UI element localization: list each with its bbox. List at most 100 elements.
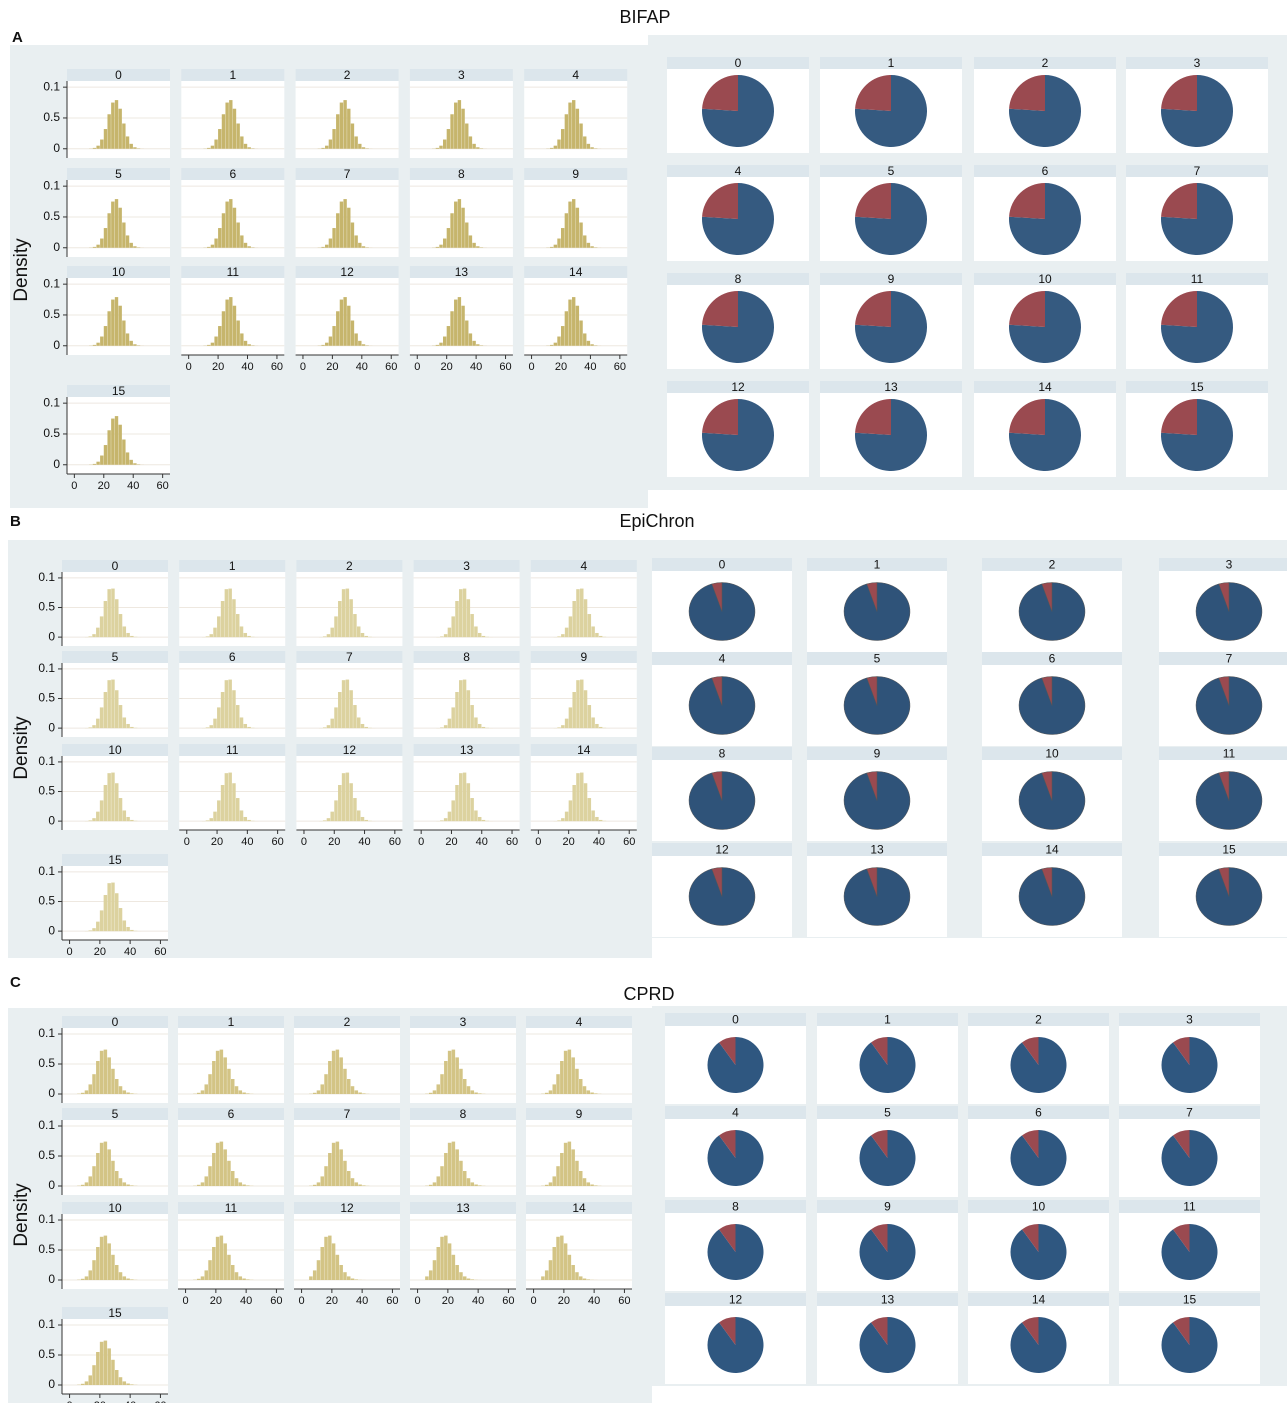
y-tick-label: 0 (53, 338, 60, 352)
histogram-bar (553, 1176, 556, 1186)
histogram-bar (590, 147, 593, 148)
histogram-bar (458, 199, 461, 248)
histogram-bar (458, 297, 461, 346)
histogram-bar (207, 148, 210, 149)
facet-label: 5 (112, 650, 119, 664)
histogram-bar (206, 636, 209, 637)
histogram-bar (463, 773, 466, 822)
histogram-bar (211, 343, 214, 346)
histogram-bar (212, 1061, 215, 1094)
x-tick-label: 0 (415, 1295, 421, 1307)
facet-label: 5 (888, 164, 895, 178)
histogram-bar (568, 300, 571, 346)
histogram-bar (309, 1276, 312, 1280)
histogram-bar (244, 341, 247, 346)
facet-label: 9 (874, 747, 881, 761)
histogram-bar (242, 1185, 245, 1187)
x-tick-label: 40 (593, 836, 605, 848)
histogram-bar (214, 140, 217, 149)
facet-label: 15 (108, 853, 122, 867)
histogram-bar (324, 1166, 327, 1186)
histogram-bar (575, 1161, 578, 1186)
histogram-bar (227, 1255, 230, 1280)
histogram-bar (429, 1185, 432, 1186)
histogram-bar (228, 680, 231, 729)
histogram-bar (240, 717, 243, 728)
histogram-bar (587, 1090, 590, 1094)
x-tick-label: 40 (476, 836, 488, 848)
y-tick-label: 0.1 (38, 754, 55, 768)
histogram-bar (443, 337, 446, 346)
histogram-bar (213, 628, 216, 637)
histogram-bar (553, 1247, 556, 1280)
histogram-bar (111, 202, 114, 248)
histogram-bar (351, 1279, 354, 1281)
facet-label: 0 (115, 68, 122, 82)
x-tick-label: 40 (584, 361, 596, 373)
facet-label: 12 (715, 843, 729, 857)
histogram-bar (461, 109, 464, 149)
histogram-bar (85, 1090, 88, 1094)
plot-area (181, 278, 284, 355)
facet-label: 15 (1222, 843, 1236, 857)
histogram-bar (323, 727, 326, 728)
histogram-bar (351, 1178, 354, 1186)
x-tick-label: 40 (241, 836, 253, 848)
histogram-bar (225, 680, 228, 728)
histogram-bar (115, 100, 118, 149)
histogram-bar (223, 1243, 226, 1280)
histogram-bar (317, 1260, 320, 1280)
histogram-bar (328, 1236, 331, 1280)
facet-label: 1 (888, 56, 895, 70)
histogram-bar (448, 812, 451, 821)
histogram-bar (361, 817, 364, 821)
x-tick-label: 20 (326, 361, 338, 373)
histogram-bar (362, 1093, 365, 1094)
facet-label: 14 (1038, 380, 1052, 394)
histogram-bar (321, 1247, 324, 1280)
histogram-bar (583, 235, 586, 247)
histogram-bar (313, 1270, 316, 1280)
x-tick-label: 60 (386, 1295, 398, 1307)
y-tick-label: 0.5 (38, 1347, 55, 1361)
histogram-bar (482, 636, 485, 637)
histogram-bar (353, 614, 356, 637)
histogram-bar (244, 633, 247, 637)
histogram-bar (361, 724, 364, 728)
histogram-bar (347, 1276, 350, 1280)
histogram-bar (353, 705, 356, 728)
histogram-bar (440, 820, 443, 821)
x-tick-label: 0 (535, 836, 541, 848)
y-tick-label: 0.1 (38, 1118, 55, 1132)
facet-label: 4 (576, 1015, 583, 1029)
facet-label: 4 (580, 559, 587, 573)
x-tick-label: 0 (184, 836, 190, 848)
histogram-bar (221, 785, 224, 821)
histogram-bar (126, 1384, 129, 1386)
histogram-bar (89, 930, 92, 931)
x-tick-label: 20 (328, 836, 340, 848)
facet-label: 14 (1032, 1293, 1046, 1307)
x-tick-label: 60 (385, 361, 397, 373)
y-tick-label: 0.1 (38, 661, 55, 675)
facet-label: 5 (884, 1106, 891, 1120)
histogram-bar (556, 1237, 559, 1280)
histogram-bar (247, 727, 250, 728)
facet-header (1159, 652, 1287, 665)
histogram-bar (571, 1265, 574, 1280)
x-tick-label: 60 (618, 1295, 630, 1307)
histogram-bar (587, 1279, 590, 1280)
facet-label: 2 (1035, 1013, 1042, 1027)
histogram-bar (222, 311, 225, 345)
histogram-bar (332, 326, 335, 346)
panel-title: CPRD (623, 984, 674, 1004)
histogram-bar (556, 1166, 559, 1186)
y-tick-label: 0.1 (38, 1026, 55, 1040)
histogram-bar (107, 1057, 110, 1094)
histogram-bar (594, 1093, 597, 1094)
histogram-bar (100, 616, 103, 637)
histogram-bar (89, 636, 92, 637)
facet-label: 6 (229, 650, 236, 664)
histogram-bar (583, 1086, 586, 1094)
histogram-bar (465, 223, 468, 248)
